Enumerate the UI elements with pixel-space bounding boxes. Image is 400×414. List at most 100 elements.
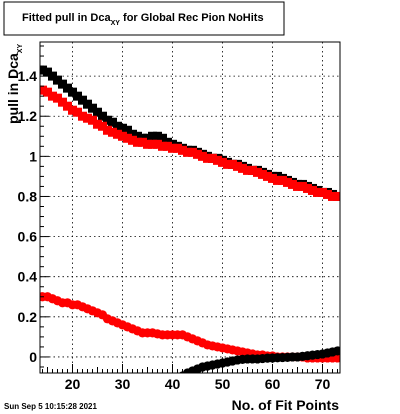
data-point	[108, 117, 117, 127]
data-point	[278, 175, 287, 185]
y-tick-label: 0	[29, 349, 37, 365]
data-point	[188, 147, 197, 157]
data-point	[243, 165, 252, 175]
timestamp: Sun Sep 5 10:15:28 2021	[4, 402, 97, 411]
data-point	[158, 141, 167, 151]
data-point	[183, 147, 192, 157]
chart-title: Fitted pull in DcaXY for Global Rec Pion…	[3, 1, 285, 36]
data-point	[148, 139, 157, 149]
data-point	[63, 83, 72, 93]
data-point	[78, 95, 87, 105]
data-point	[193, 149, 202, 159]
y-tick-label: 1.4	[18, 68, 38, 84]
data-point	[43, 67, 52, 77]
y-tick-label: 1	[29, 148, 37, 164]
data-point	[128, 135, 137, 145]
data-point	[63, 101, 72, 111]
data-point	[238, 163, 247, 173]
y-tick-label: 0.6	[18, 229, 38, 245]
y-tick-label: 0.4	[18, 269, 38, 285]
data-point	[138, 137, 147, 147]
data-point	[58, 79, 67, 89]
data-point	[98, 111, 107, 121]
data-point	[148, 131, 157, 141]
x-axis-title: No. of Fit Points	[232, 397, 340, 413]
data-point	[228, 159, 237, 169]
data-point	[68, 105, 77, 115]
data-point	[218, 157, 227, 167]
data-point	[158, 133, 167, 143]
data-point	[298, 181, 307, 191]
x-tick-label: 20	[65, 376, 81, 392]
series-3	[179, 346, 340, 373]
title-text: Fitted pull in DcaXY for Global Rec Pion…	[22, 12, 264, 27]
plot-frame	[39, 41, 341, 374]
data-point	[253, 167, 262, 177]
data-point	[143, 139, 152, 149]
data-point	[128, 129, 137, 139]
data-point	[328, 191, 337, 201]
data-point	[118, 131, 127, 141]
data-point	[103, 115, 112, 125]
axis-ticks: 20 30 40 50 60 70 0 0.2 0.4 0.6 0.8 1 1.2 1.4	[18, 45, 338, 392]
data-point	[248, 165, 257, 175]
data-point	[153, 139, 162, 149]
data-point	[323, 189, 332, 199]
data-point	[332, 346, 340, 356]
data-point	[73, 107, 82, 117]
data-point	[113, 129, 122, 139]
data-point	[223, 159, 232, 169]
data-point	[53, 75, 62, 85]
x-tick-label: 30	[115, 376, 131, 392]
title-box	[3, 1, 285, 36]
data-point	[203, 153, 212, 163]
data-point	[163, 141, 172, 151]
data-point	[308, 185, 317, 195]
data-point	[48, 71, 57, 81]
y-axis-title: pull in DcaXY	[5, 44, 24, 124]
data-point	[258, 169, 267, 179]
data-point	[168, 143, 177, 153]
data-point	[318, 187, 327, 197]
data-point	[93, 119, 102, 129]
x-tick-label: 40	[165, 376, 181, 392]
y-tick-label: 1.2	[18, 108, 38, 124]
data-point	[198, 151, 207, 161]
data-point	[133, 131, 142, 141]
data-point	[58, 97, 67, 107]
data-point	[108, 127, 117, 137]
x-tick-label: 70	[315, 376, 331, 392]
data-point	[83, 99, 92, 109]
x-tick-label: 50	[215, 376, 231, 392]
data-point	[113, 121, 122, 131]
data-point	[53, 93, 62, 103]
data-point	[123, 133, 132, 143]
data-point	[103, 125, 112, 135]
data-point	[133, 137, 142, 147]
data-point	[283, 177, 292, 187]
data-point	[208, 153, 217, 163]
data-point	[263, 171, 272, 181]
data-point	[273, 175, 282, 185]
data-point	[78, 111, 87, 121]
data-point	[88, 103, 97, 113]
x-tick-label: 60	[265, 376, 281, 392]
data-point	[293, 181, 302, 191]
data-point	[83, 113, 92, 123]
data-point	[88, 115, 97, 125]
data-point	[333, 191, 340, 201]
data-point	[288, 179, 297, 189]
y-tick-label: 0.2	[18, 309, 38, 325]
data-point	[73, 91, 82, 101]
data-point	[118, 123, 127, 133]
data-point	[143, 133, 152, 143]
data-point	[98, 121, 107, 131]
data-point	[313, 187, 322, 197]
series-1	[40, 85, 340, 201]
data-point	[48, 91, 57, 101]
data-point	[43, 87, 52, 97]
data-point	[178, 145, 187, 155]
data-point	[153, 131, 162, 141]
data-point	[268, 173, 277, 183]
